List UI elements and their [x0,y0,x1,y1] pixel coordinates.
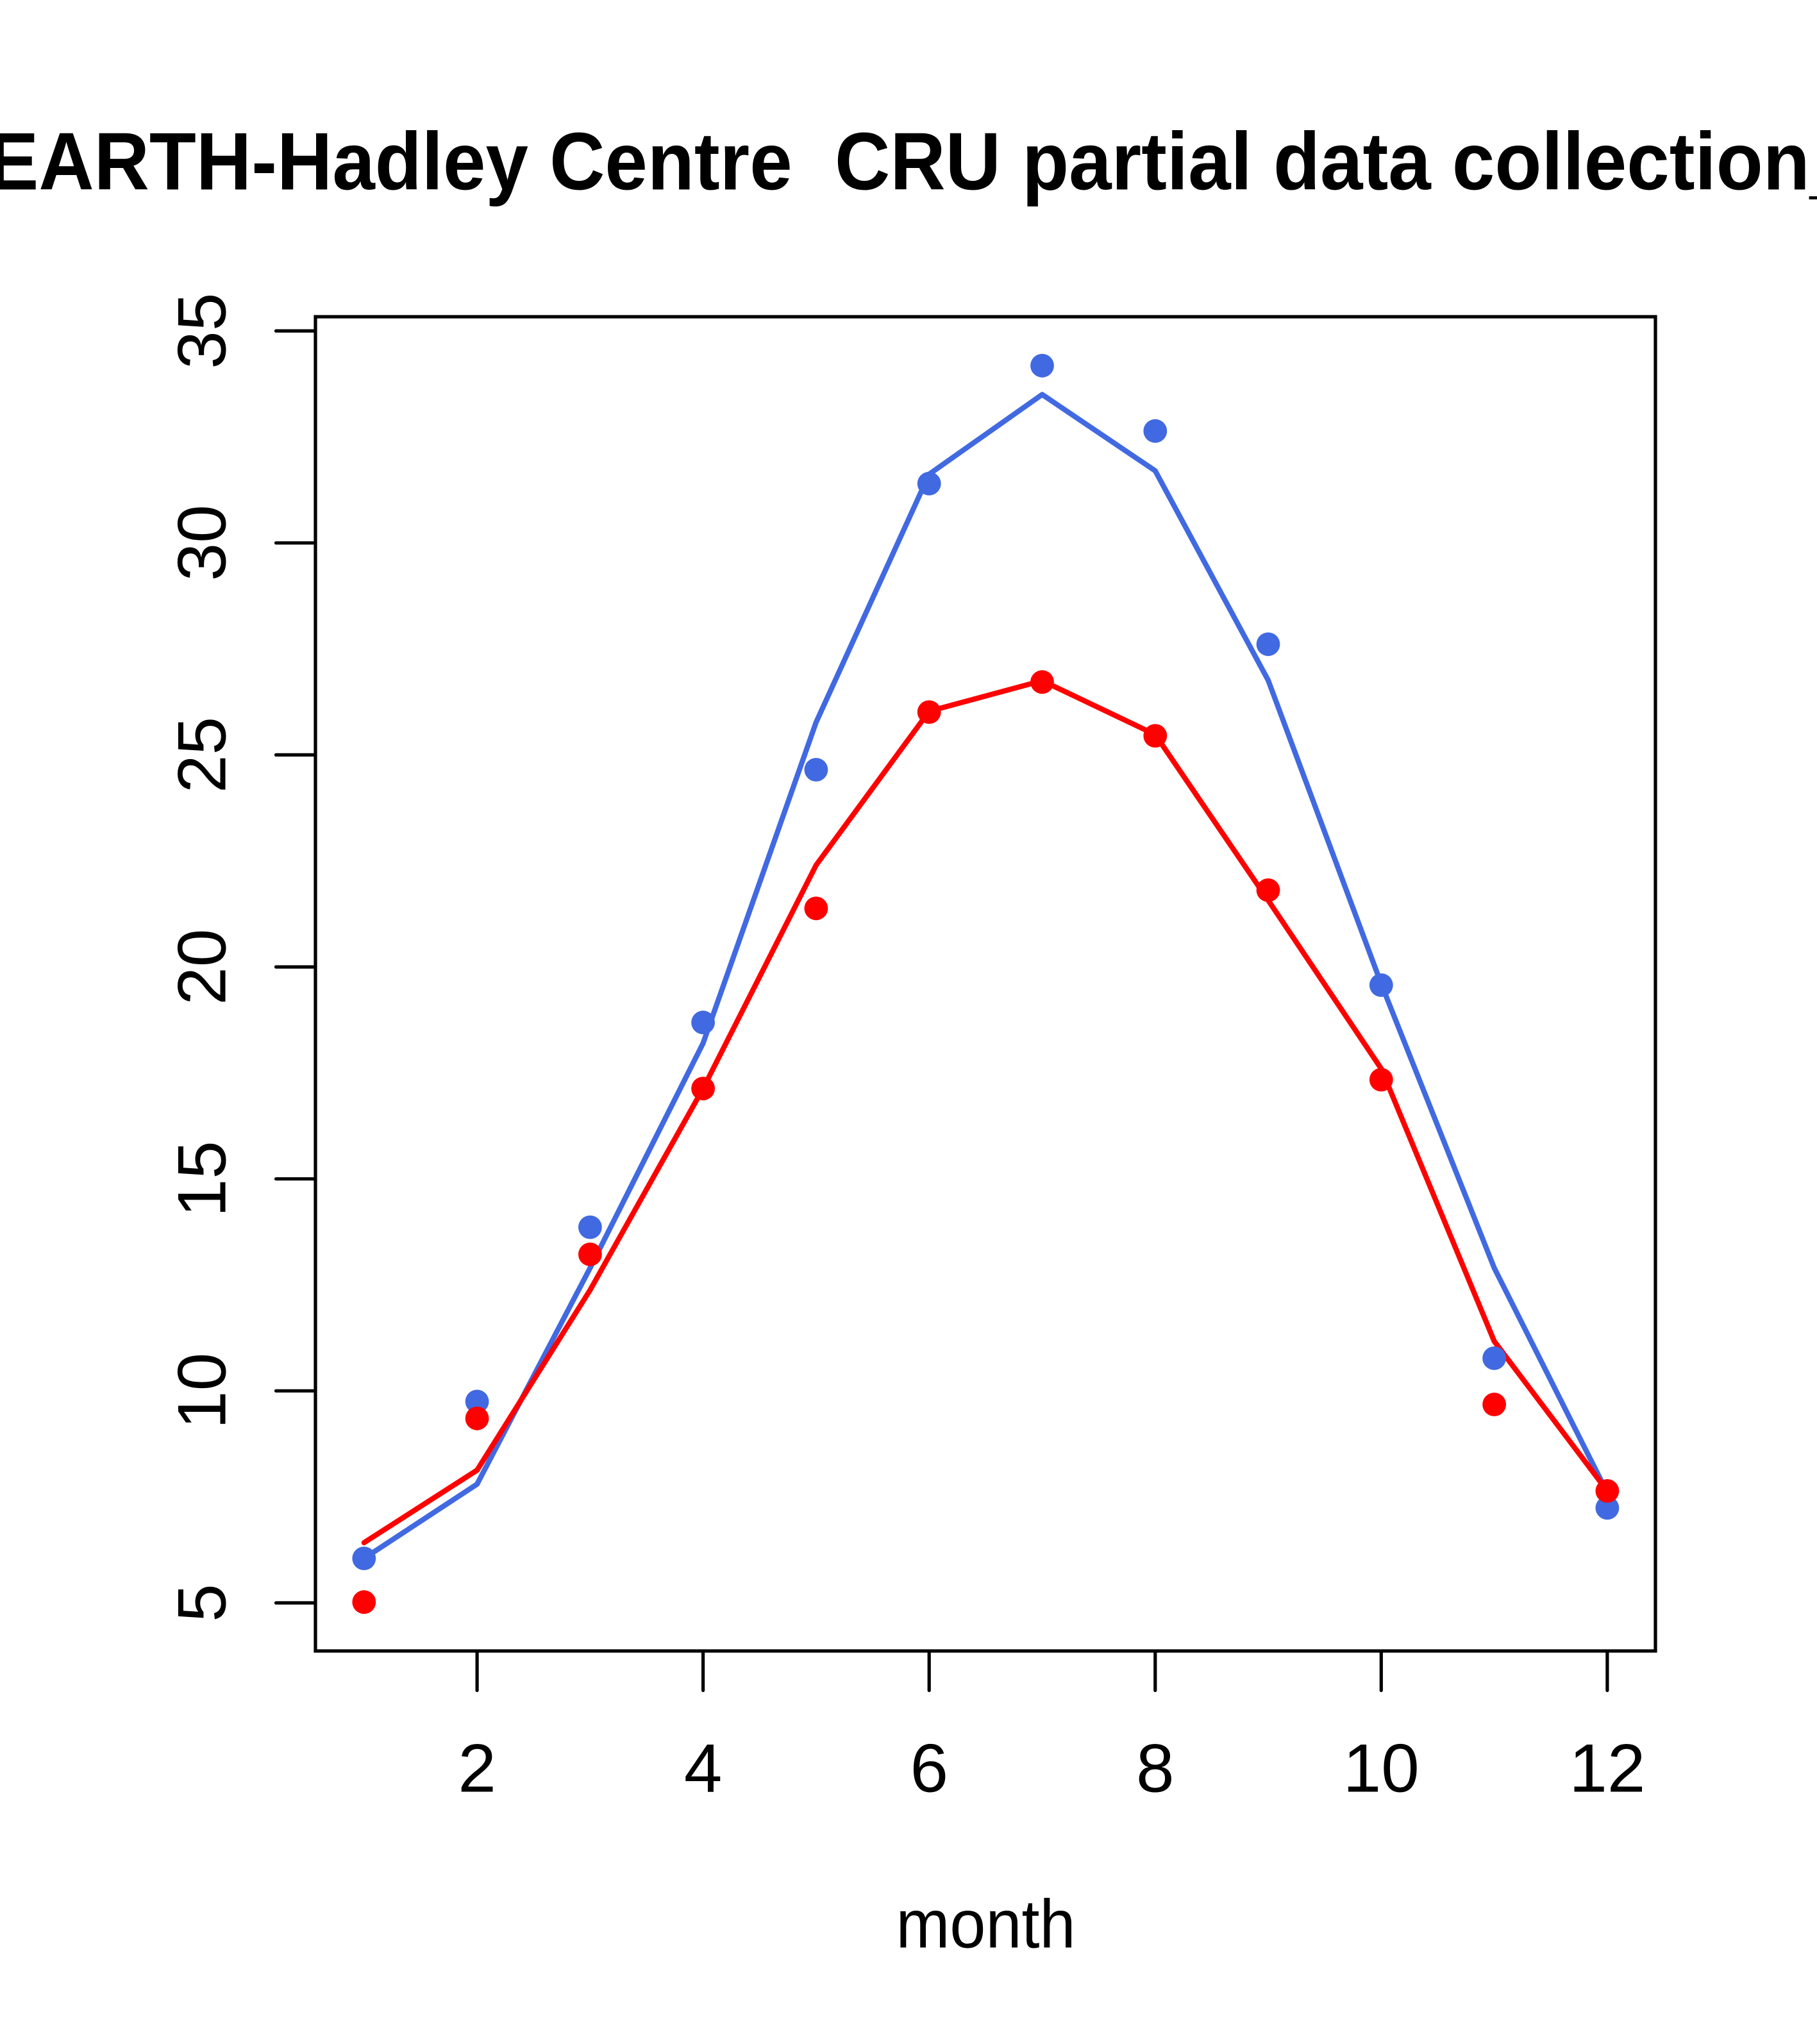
svg-text:30: 30 [163,505,240,581]
svg-text:15: 15 [163,1141,240,1217]
svg-text:month: month [896,1885,1076,1962]
svg-text:2: 2 [458,1730,496,1807]
svg-text:4: 4 [684,1730,723,1807]
svg-text:20: 20 [163,929,240,1005]
svg-text:25: 25 [163,717,240,793]
svg-text:12: 12 [1569,1730,1645,1807]
svg-text:5: 5 [163,1584,240,1622]
svg-text:10: 10 [163,1353,240,1429]
svg-text:EARTH-Hadley Centre CRU parti: EARTH-Hadley Centre CRU partial data col… [0,115,1817,206]
svg-text:35: 35 [163,293,240,369]
svg-text:8: 8 [1136,1730,1175,1807]
svg-text:10: 10 [1343,1730,1419,1807]
svg-text:6: 6 [910,1730,948,1807]
